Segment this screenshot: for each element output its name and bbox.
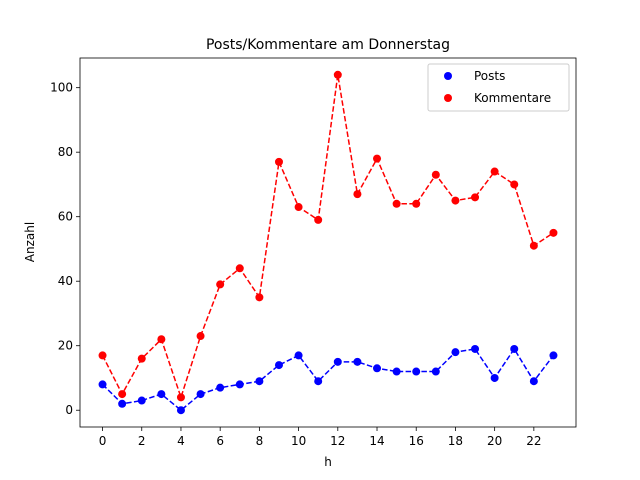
- x-tick-label: 20: [487, 434, 502, 448]
- x-tick-label: 6: [216, 434, 224, 448]
- data-point-kommentare: [392, 199, 401, 208]
- x-tick-label: 10: [291, 434, 306, 448]
- x-axis: 0 2 4 6 8 10 12 14 16 18 20 22: [99, 427, 541, 448]
- data-point-posts: [529, 377, 538, 386]
- chart-title: Posts/Kommentare am Donnerstag: [206, 37, 450, 53]
- data-point-kommentare: [412, 199, 421, 208]
- data-point-posts: [510, 344, 519, 353]
- data-point-kommentare: [451, 196, 460, 205]
- x-axis-label: h: [324, 455, 332, 469]
- data-point-posts: [235, 380, 244, 389]
- y-axis: 0 20 40 60 80 100: [50, 81, 80, 417]
- series-line-posts: [102, 347, 555, 412]
- x-tick-label: 16: [409, 434, 424, 448]
- data-point-posts: [353, 357, 362, 366]
- data-point-kommentare: [333, 70, 342, 79]
- data-point-kommentare: [274, 157, 283, 166]
- data-point-kommentare: [157, 335, 166, 344]
- data-point-posts: [392, 367, 401, 376]
- y-axis-label: Anzahl: [23, 222, 37, 262]
- y-tick-label: 40: [58, 274, 73, 288]
- y-tick-label: 0: [65, 403, 73, 417]
- plot-frame: [79, 57, 577, 428]
- data-point-kommentare: [373, 154, 382, 163]
- data-point-kommentare: [471, 193, 480, 202]
- data-point-kommentare: [510, 180, 519, 189]
- legend-label-kommentare: Kommentare: [474, 91, 551, 105]
- data-point-kommentare: [353, 190, 362, 199]
- data-point-posts: [490, 373, 499, 382]
- data-point-posts: [98, 380, 107, 389]
- data-point-posts: [412, 367, 421, 376]
- data-point-posts: [294, 351, 303, 360]
- data-point-posts: [471, 344, 480, 353]
- data-point-posts: [314, 377, 323, 386]
- data-point-kommentare: [176, 393, 185, 402]
- x-tick-label: 4: [177, 434, 185, 448]
- data-point-posts: [118, 399, 127, 408]
- data-point-kommentare: [216, 280, 225, 289]
- data-point-kommentare: [196, 332, 205, 341]
- data-point-posts: [157, 390, 166, 399]
- x-tick-label: 18: [448, 434, 463, 448]
- legend-marker-kommentare: [444, 94, 452, 102]
- x-tick-label: 12: [330, 434, 345, 448]
- data-point-kommentare: [294, 203, 303, 212]
- legend-frame: [427, 63, 570, 112]
- x-tick-label: 2: [138, 434, 146, 448]
- data-point-kommentare: [431, 170, 440, 179]
- data-point-posts: [255, 377, 264, 386]
- data-point-posts: [373, 364, 382, 373]
- data-point-posts: [176, 406, 185, 415]
- legend: Posts Kommentare: [427, 63, 570, 112]
- x-tick-label: 0: [99, 434, 107, 448]
- data-point-kommentare: [118, 390, 127, 399]
- data-point-posts: [549, 351, 558, 360]
- y-tick-label: 100: [50, 81, 73, 95]
- legend-marker-posts: [444, 72, 452, 80]
- data-point-kommentare: [490, 167, 499, 176]
- plot-area: 0 2 4 6 8 10 12 14 16 18 20 22 0 20 40 60 80 100: [50, 57, 577, 448]
- data-point-kommentare: [255, 293, 264, 302]
- x-tick-label: 14: [369, 434, 384, 448]
- legend-label-posts: Posts: [474, 69, 505, 83]
- data-point-kommentare: [137, 354, 146, 363]
- data-point-posts: [196, 390, 205, 399]
- data-point-posts: [137, 396, 146, 405]
- series-layer: [98, 70, 558, 415]
- data-point-kommentare: [235, 264, 244, 273]
- x-tick-label: 8: [256, 434, 264, 448]
- data-point-kommentare: [314, 215, 323, 224]
- data-point-posts: [216, 383, 225, 392]
- data-point-kommentare: [98, 351, 107, 360]
- data-point-posts: [333, 357, 342, 366]
- y-tick-label: 80: [58, 145, 73, 159]
- data-point-kommentare: [529, 241, 538, 250]
- data-point-posts: [451, 348, 460, 357]
- y-tick-label: 60: [58, 210, 73, 224]
- y-tick-label: 20: [58, 339, 73, 353]
- data-point-posts: [431, 367, 440, 376]
- data-point-posts: [274, 361, 283, 370]
- series-line-kommentare: [101, 74, 554, 400]
- data-point-kommentare: [549, 228, 558, 237]
- x-tick-label: 22: [526, 434, 541, 448]
